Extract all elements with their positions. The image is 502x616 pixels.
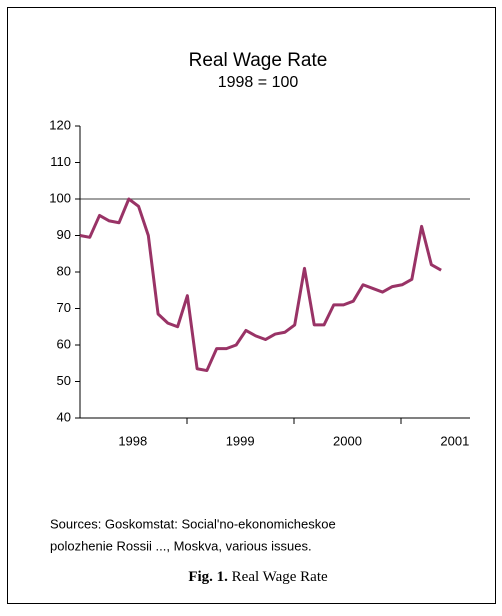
y-tick-label: 100 [49,190,71,205]
y-tick-label: 80 [57,263,71,278]
data-line [79,197,442,373]
sources: polozhenie Rossii ..., Moskva, various i… [50,538,312,553]
caption-label: Fig. 1. [188,569,228,585]
chart-title: Real Wage Rate [189,50,328,71]
sources: Sources: Goskomstat: Social'no-ekonomich… [50,516,336,531]
chart-subtitle: 1998 = 100 [218,74,299,91]
caption: Fig. 1. Real Wage Rate [188,569,328,585]
x-tick-label: 1999 [226,433,255,448]
caption-text: Real Wage Rate [232,569,328,585]
y-tick-label: 90 [57,227,71,242]
y-tick-label: 60 [57,336,71,351]
x-tick-label: 2000 [333,433,362,448]
y-tick-label: 70 [57,300,71,315]
frame [7,7,496,604]
y-tick-label: 40 [57,409,71,424]
x-tick-label: 1998 [118,433,147,448]
y-tick-label: 50 [57,373,71,388]
x-tick-label: 2001 [440,433,469,448]
y-tick-label: 120 [49,117,71,132]
y-tick-label: 110 [50,154,71,169]
